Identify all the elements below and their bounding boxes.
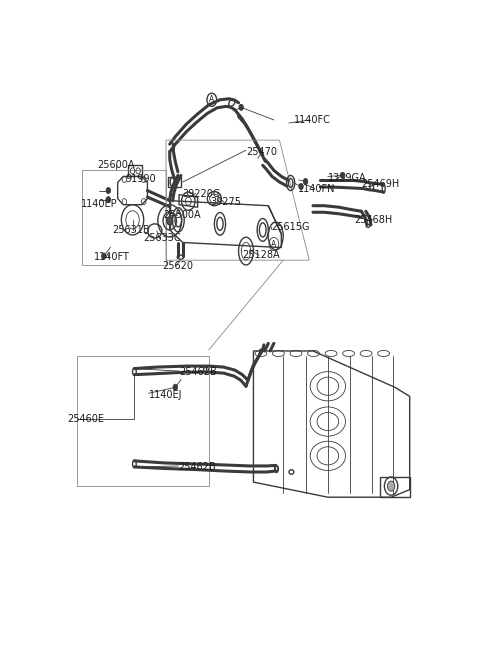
Circle shape (303, 178, 308, 185)
Text: 25460E: 25460E (67, 414, 105, 424)
Circle shape (106, 196, 110, 202)
Text: 39220G: 39220G (183, 189, 221, 198)
Circle shape (340, 172, 345, 178)
Text: 1140FC: 1140FC (294, 115, 331, 125)
Bar (77, 356, 209, 486)
Text: 1140FT: 1140FT (94, 252, 129, 261)
Circle shape (239, 104, 243, 111)
Circle shape (299, 183, 303, 189)
Text: 25470: 25470 (246, 147, 277, 157)
Text: 91990: 91990 (125, 174, 156, 185)
Text: 25500A: 25500A (163, 210, 201, 220)
Text: 25615G: 25615G (271, 223, 310, 233)
Circle shape (173, 384, 178, 390)
Text: 25469H: 25469H (361, 179, 399, 189)
Text: 25633C: 25633C (144, 233, 181, 244)
Circle shape (102, 253, 106, 259)
Text: 25462B: 25462B (179, 367, 217, 377)
Bar (128, 165, 142, 176)
Circle shape (167, 217, 173, 225)
Text: 1140FN: 1140FN (298, 183, 336, 193)
Text: 25128A: 25128A (242, 250, 280, 260)
Text: 39275: 39275 (211, 196, 241, 207)
Text: 1140EP: 1140EP (81, 198, 117, 209)
Text: 1140EJ: 1140EJ (148, 390, 182, 400)
Circle shape (106, 187, 110, 194)
Text: 25600A: 25600A (97, 160, 135, 170)
Text: 25620: 25620 (162, 261, 193, 271)
Text: A: A (209, 95, 215, 104)
Text: 25462B: 25462B (178, 462, 216, 472)
Text: 1339GA: 1339GA (328, 174, 366, 183)
Circle shape (387, 481, 395, 491)
Text: 25468H: 25468H (354, 215, 392, 225)
Text: A: A (271, 240, 276, 248)
Text: 25631B: 25631B (112, 225, 150, 235)
